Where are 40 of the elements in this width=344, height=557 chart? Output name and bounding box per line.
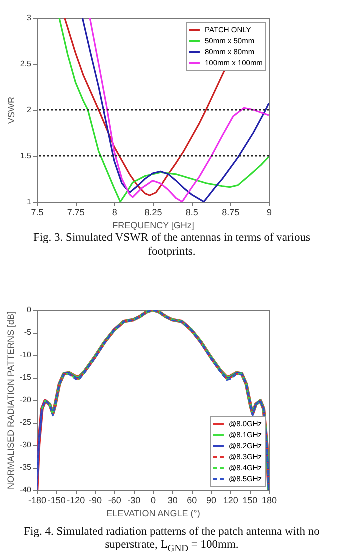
y-tick-label: 3: [27, 14, 32, 22]
y-tick-label: -20: [20, 395, 32, 404]
y-tick-label: 0: [27, 305, 32, 314]
x-axis-title: ELEVATION ANGLE (°): [106, 508, 200, 518]
caption: Fig. 3. Simulated VSWR of the antennas in terms of various footprints.: [32, 232, 312, 260]
y-tick-label: -35: [20, 462, 32, 472]
x-tick-label: 120: [223, 495, 238, 506]
y-tick-label: 2: [27, 106, 32, 114]
y-tick-label: -15: [20, 372, 32, 382]
y-tick-label: 2.5: [20, 60, 32, 68]
y-axis-title: NORMALISED RADIATION PATTERNS [dB]: [6, 311, 16, 490]
x-tick-label: 9: [266, 208, 272, 218]
x-axis-title: FREQUENCY [GHz]: [112, 220, 194, 230]
x-tick-label: 8.75: [222, 208, 240, 218]
x-tick-label: -60: [108, 495, 122, 506]
x-tick-label: 90: [206, 495, 217, 506]
y-tick-label: 1.5: [20, 152, 32, 160]
y-tick-label: -5: [24, 328, 32, 337]
caption: Fig. 4. Simulated radiation patterns of the patch antenna with no superstrate, L$_{GND}$ = 100mm.: [23, 526, 321, 556]
x-tick-label: -90: [88, 495, 102, 506]
x-tick-label: -150: [48, 495, 66, 506]
x-tick-label: -30: [128, 495, 141, 506]
x-tick-label: 8: [112, 208, 118, 218]
x-tick-label: 30: [168, 495, 178, 506]
x-tick-label: -120: [67, 495, 86, 506]
y-tick-label: -25: [20, 418, 32, 427]
x-tick-label: 7.75: [67, 208, 85, 218]
y-tick-label: -30: [20, 440, 32, 450]
y-tick-label: 1: [27, 198, 32, 206]
y-axis-title: VSWR: [6, 96, 16, 124]
x-tick-label: 150: [242, 495, 258, 506]
x-tick-label: 8.25: [144, 208, 162, 218]
x-tick-label: 180: [262, 495, 278, 506]
x-tick-label: 8.5: [186, 208, 198, 218]
x-tick-label: -180: [28, 495, 47, 506]
y-tick-label: -10: [20, 350, 32, 360]
y-tick-label: -40: [20, 485, 32, 494]
x-tick-label: 60: [187, 495, 198, 506]
x-tick-label: 7.5: [31, 208, 44, 218]
x-tick-label: 0: [150, 495, 156, 506]
